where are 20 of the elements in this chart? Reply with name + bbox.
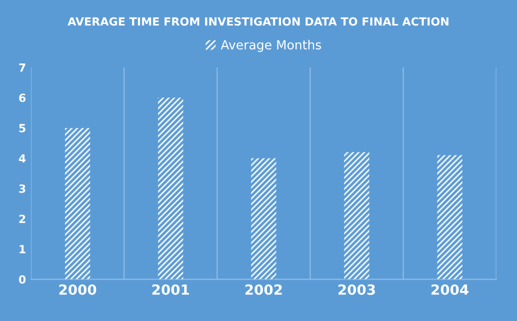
x-tick-label: 2001 [152, 284, 189, 295]
y-tick-label: 3 [19, 184, 26, 193]
legend-label: Average Months [220, 40, 322, 52]
bar [158, 98, 184, 280]
x-tick-label: 2003 [338, 284, 375, 295]
bar [344, 152, 370, 280]
y-tick-label: 7 [19, 64, 26, 72]
bar [251, 158, 276, 280]
y-tick-label: 4 [18, 154, 26, 162]
y-tick-label: 5 [19, 124, 26, 132]
x-tick-label: 2000 [59, 284, 96, 295]
x-tick-label: 2004 [432, 284, 468, 295]
y-tick-label: 1 [20, 245, 26, 254]
y-tick-label: 6 [19, 94, 26, 102]
y-tick-label: 2 [19, 214, 26, 223]
bar [437, 155, 462, 280]
chart-title: AVERAGE TIME FROM INVESTIGATION DATA TO FINAL ACTION [68, 17, 448, 26]
bar [64, 128, 90, 280]
y-tick-label: 0 [18, 275, 26, 284]
x-tick-label: 2002 [245, 284, 282, 295]
